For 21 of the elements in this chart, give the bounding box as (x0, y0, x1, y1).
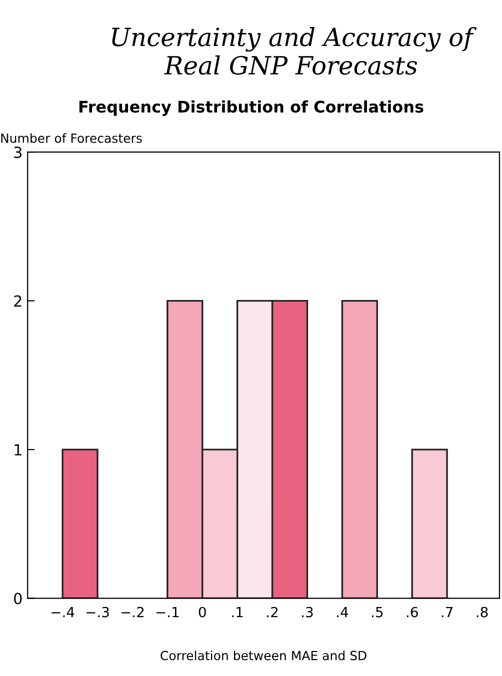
y-tick-label: 1 (14, 444, 22, 456)
x-tick-label: .8 (476, 606, 488, 618)
x-tick-label: .3 (302, 606, 313, 618)
x-tick-label: 0 (198, 606, 206, 618)
chart-subtitle: Frequency Distribution of Correlations (79, 100, 424, 116)
x-tick-label: −.3 (86, 606, 109, 618)
y-tick-label: 0 (14, 592, 22, 604)
x-tick-label: .1 (232, 607, 243, 618)
x-tick-label: .7 (442, 607, 452, 618)
y-tick-label: 3 (14, 146, 22, 158)
x-tick-label: .4 (337, 607, 348, 618)
x-tick-label: .6 (406, 606, 418, 618)
chart-title: Uncertainty and Accuracy of Real GNP Forecasts (112, 27, 477, 75)
x-tick-label: −.4 (52, 607, 74, 618)
x-tick-label: −.2 (122, 606, 144, 618)
x-tick-label: −.1 (156, 607, 179, 618)
y-axis-title: Number of Forecasters (1, 133, 142, 143)
x-tick-label: .5 (372, 607, 383, 618)
x-axis-title: Correlation between MAE and SD (160, 650, 366, 660)
y-tick-label: 2 (14, 295, 22, 307)
x-tick-label: .2 (267, 606, 278, 618)
